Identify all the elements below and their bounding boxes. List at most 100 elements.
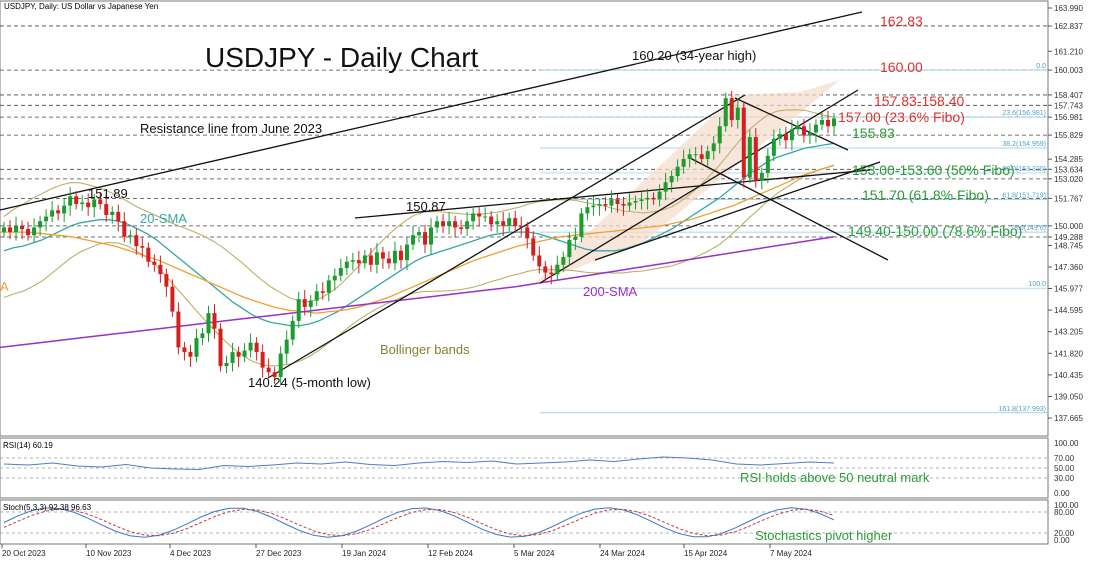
candle-body xyxy=(465,221,470,230)
candle-body xyxy=(56,210,61,214)
candle-body xyxy=(705,151,710,159)
fibo-label: 50.0(153.320) xyxy=(1002,166,1046,173)
candle-body xyxy=(531,238,536,256)
price-tick-label: 139.050 xyxy=(1054,392,1083,401)
price-tick-label: 143.205 xyxy=(1054,328,1083,337)
candle-body xyxy=(308,300,313,307)
chart-header: USDJPY, Daily: US Dollar vs Japanese Yen xyxy=(4,2,158,11)
candle-body xyxy=(585,207,590,214)
candle-body xyxy=(735,107,740,120)
candle-body xyxy=(501,221,506,226)
price-tick-label: 150.000 xyxy=(1054,222,1083,231)
candle-body xyxy=(573,236,578,240)
candle-body xyxy=(447,221,452,226)
candle-body xyxy=(122,221,127,237)
label-151-89: 151.89 xyxy=(88,186,128,201)
price-tick-label: 149.288 xyxy=(1054,233,1083,242)
price-tick-label: 153.020 xyxy=(1054,175,1083,184)
stoch-label: Stoch(5,3,3) 92.38 96.63 xyxy=(3,503,92,512)
candle-body xyxy=(260,352,265,368)
candle-body xyxy=(254,342,259,353)
label-150-87: 150.87 xyxy=(406,199,446,214)
candle-body xyxy=(832,118,836,127)
candle-body xyxy=(807,132,812,136)
date-tick-label: 10 Nov 2023 xyxy=(86,549,132,558)
candle-body xyxy=(741,107,746,178)
candle-body xyxy=(200,333,205,339)
candle-body xyxy=(699,154,704,159)
candle-body xyxy=(669,176,674,183)
sma50-line xyxy=(0,164,835,314)
candle-body xyxy=(218,328,223,367)
candle-body xyxy=(278,353,283,377)
label-155-83: 155.83 xyxy=(852,125,895,141)
candle-body xyxy=(591,205,596,208)
candle-body xyxy=(819,119,824,125)
candle-body xyxy=(717,126,722,144)
price-tick-label: 137.665 xyxy=(1054,414,1083,423)
candle-body xyxy=(14,225,19,233)
rsi-tick-label: 0.00 xyxy=(1054,489,1070,498)
label-162-83: 162.83 xyxy=(880,13,923,29)
candle-body xyxy=(284,339,289,354)
stoch-tick-label: 20.00 xyxy=(1054,529,1075,538)
candle-body xyxy=(723,98,728,127)
price-tick-label: 160.003 xyxy=(1054,66,1083,75)
candle-body xyxy=(326,280,331,293)
label-160-00: 160.00 xyxy=(880,59,923,75)
candle-body xyxy=(8,227,13,233)
price-tick-label: 156.981 xyxy=(1054,113,1083,122)
fibo-label: 23.6(156.981) xyxy=(1002,110,1046,117)
candle-body xyxy=(98,199,103,205)
candle-body xyxy=(801,126,806,136)
candle-body xyxy=(579,213,584,237)
price-tick-label: 144.595 xyxy=(1054,306,1083,315)
candle-body xyxy=(417,232,421,236)
candle-body xyxy=(410,235,415,245)
price-tick-label: 158.407 xyxy=(1054,91,1083,100)
moving-averages xyxy=(0,142,835,349)
price-tick-label: 140.435 xyxy=(1054,371,1083,380)
candle-body xyxy=(783,133,788,141)
watermark: FX678 xyxy=(965,509,1041,536)
label-149-40-150-00: 149.40-150.00 (78.6% Fibo) xyxy=(848,223,1022,239)
candle-body xyxy=(188,352,193,357)
stoch-signal-line xyxy=(3,508,835,537)
candle-body xyxy=(639,199,644,201)
candle-body xyxy=(86,202,91,208)
fibo-label: 161.8(137.993) xyxy=(999,406,1046,413)
stoch-tick-label: 100.00 xyxy=(1054,501,1079,510)
candle-body xyxy=(26,229,31,236)
candle-body xyxy=(663,182,668,192)
candle-body xyxy=(435,221,440,228)
candle-body xyxy=(441,221,446,226)
candle-body xyxy=(212,313,217,329)
candle-body xyxy=(164,274,169,287)
candle-body xyxy=(711,143,716,152)
label-5-month-low: 140.24 (5-month low) xyxy=(248,375,371,390)
price-tick-label: 155.829 xyxy=(1054,131,1083,140)
candle-body xyxy=(230,352,235,363)
candle-body xyxy=(344,261,349,268)
candle-body xyxy=(597,204,602,206)
fibo-label: 38.2(154.959) xyxy=(1002,141,1046,148)
stoch-note: Stochastics pivot higher xyxy=(755,528,893,543)
candle-body xyxy=(338,267,343,276)
candle-body xyxy=(38,221,43,228)
candle-body xyxy=(603,204,608,206)
date-tick-label: 7 May 2024 xyxy=(770,549,812,558)
price-tick-label: 151.767 xyxy=(1054,194,1083,203)
sma20-line xyxy=(3,142,835,327)
stoch-tick-label: 0.00 xyxy=(1054,536,1070,545)
candle-body xyxy=(459,227,464,230)
candle-body xyxy=(621,204,626,206)
candle-body xyxy=(615,199,620,205)
candle-body xyxy=(146,247,151,262)
candle-body xyxy=(687,154,692,159)
candle-body xyxy=(92,199,97,208)
candle-body xyxy=(747,137,752,178)
label-157-83-158-40: 157.83-158.40 xyxy=(874,93,965,109)
candle-body xyxy=(561,257,566,265)
candle-body xyxy=(74,196,79,205)
